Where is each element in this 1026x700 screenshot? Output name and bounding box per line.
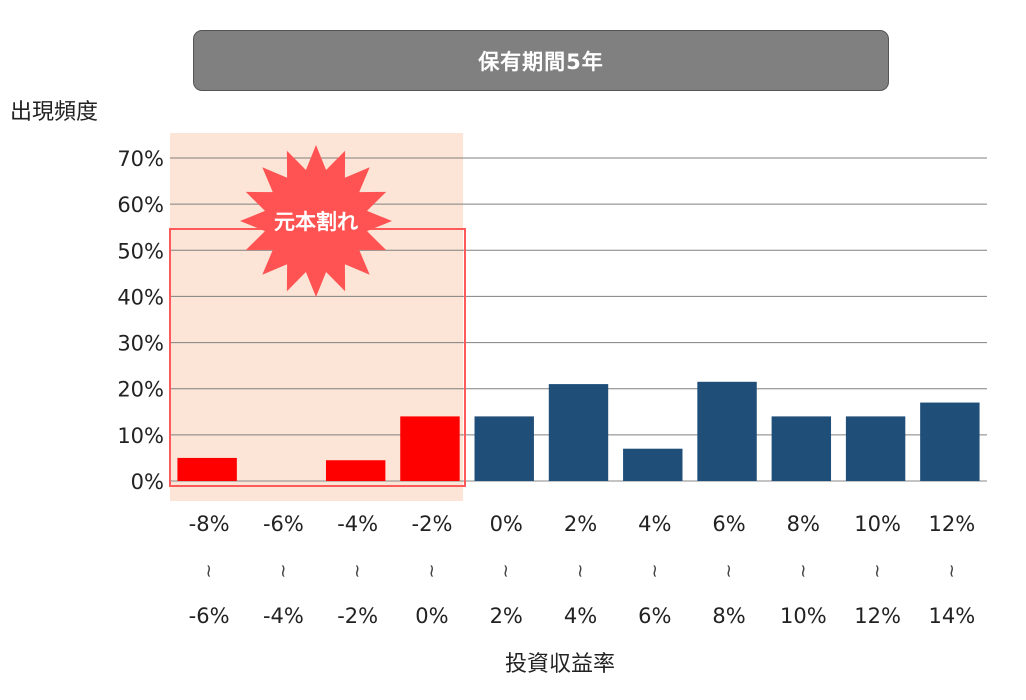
bar — [548, 384, 609, 481]
x-tick-separator: ~ — [644, 563, 665, 578]
bar — [697, 381, 757, 481]
x-tick-label-to: 4% — [564, 604, 597, 628]
x-axis-label: 投資収益率 — [505, 652, 616, 677]
x-tick-separator: ~ — [495, 563, 516, 578]
y-tick-label: 0% — [131, 470, 164, 494]
x-tick-label-from: -2% — [412, 512, 453, 536]
x-tick-separator: ~ — [570, 563, 591, 578]
bar — [177, 457, 237, 481]
x-tick-label-from: 6% — [712, 512, 745, 536]
x-tick-separator: ~ — [421, 563, 442, 578]
bar — [325, 460, 386, 481]
bar — [920, 402, 980, 481]
x-tick-label-from: 0% — [490, 512, 523, 536]
loss-starburst — [240, 145, 392, 297]
x-tick-separator: ~ — [941, 563, 962, 578]
x-tick-label-to: -2% — [337, 604, 378, 628]
x-tick-label-from: -6% — [263, 512, 304, 536]
y-tick-label: 60% — [117, 193, 164, 217]
x-tick-separator: ~ — [347, 563, 368, 578]
y-tick-label: 30% — [117, 332, 164, 356]
x-tick-label-from: 10% — [854, 512, 901, 536]
x-tick-label-to: 0% — [415, 604, 448, 628]
bar — [474, 416, 534, 481]
chart-title: 保有期間5年 — [478, 49, 604, 74]
chart-title-bar: 保有期間5年 — [193, 30, 889, 91]
y-tick-label: 70% — [117, 147, 164, 171]
x-tick-separator: ~ — [867, 563, 888, 578]
x-tick-label-to: -6% — [189, 604, 230, 628]
x-tick-label-from: 12% — [929, 512, 976, 536]
x-tick-label-from: 4% — [638, 512, 671, 536]
x-tick-label-to: -4% — [263, 604, 304, 628]
y-tick-label: 40% — [117, 285, 164, 309]
loss-annotation-label: 元本割れ — [274, 210, 358, 234]
x-tick-label-to: 12% — [854, 604, 901, 628]
x-tick-separator: ~ — [792, 563, 813, 578]
bar — [400, 416, 460, 481]
bar — [845, 416, 906, 481]
x-tick-label-from: -8% — [189, 512, 230, 536]
y-tick-label: 10% — [117, 424, 164, 448]
y-tick-label: 50% — [117, 239, 164, 263]
x-tick-label-from: -4% — [337, 512, 378, 536]
y-tick-label: 20% — [117, 378, 164, 402]
y-axis-label: 出現頻度 — [10, 100, 99, 125]
bar — [623, 448, 683, 481]
x-tick-label-to: 10% — [780, 604, 827, 628]
x-tick-label-from: 8% — [787, 512, 820, 536]
x-tick-label-from: 2% — [564, 512, 597, 536]
x-tick-label-to: 6% — [638, 604, 671, 628]
x-tick-separator: ~ — [718, 563, 739, 578]
x-tick-separator: ~ — [198, 563, 219, 578]
x-tick-separator: ~ — [272, 563, 293, 578]
x-tick-label-to: 8% — [712, 604, 745, 628]
x-tick-label-to: 2% — [490, 604, 523, 628]
bar — [771, 416, 832, 481]
x-tick-label-to: 14% — [929, 604, 976, 628]
